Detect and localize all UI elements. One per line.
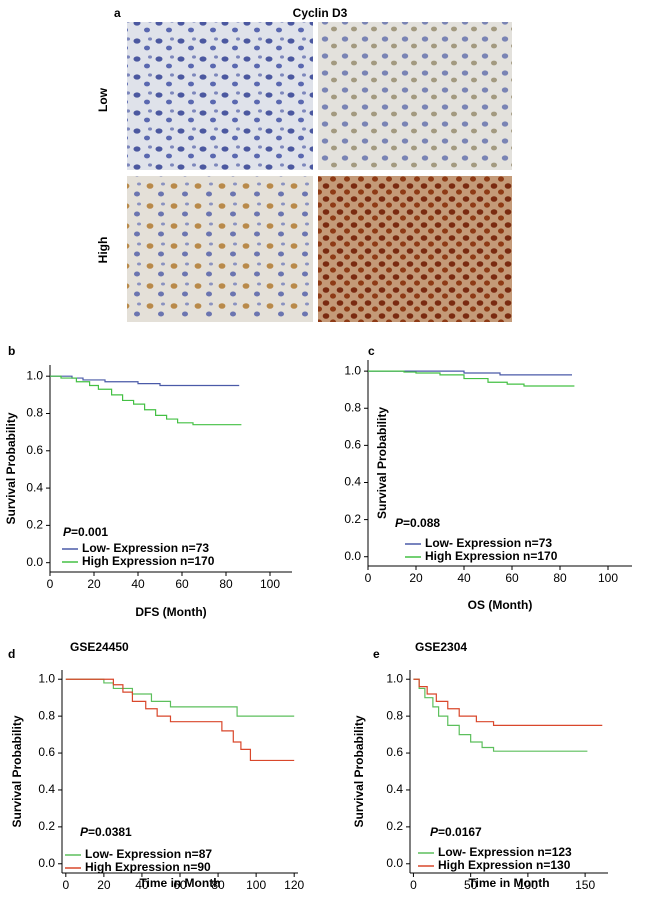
y-tick-label: 0.2 [26, 518, 43, 532]
annotation-part: P [395, 516, 404, 530]
x-tick-label: 0 [47, 577, 54, 591]
y-tick-label: 0.4 [344, 475, 361, 489]
y-tick-label: 0.2 [344, 512, 361, 526]
panel-a: a Cyclin D3 Low High [96, 6, 512, 322]
y-tick-label: 1.0 [344, 363, 361, 377]
x-tick-label: 50 [464, 878, 478, 892]
x-tick-label: 80 [219, 577, 233, 591]
y-tick-label: 0.0 [344, 549, 361, 563]
x-tick-label: 100 [246, 878, 266, 892]
annotation-part: P [430, 825, 439, 839]
x-tick-label: 150 [575, 878, 595, 892]
y-axis-label: Survival Probability [352, 715, 366, 827]
annotation-part: =0.0381 [88, 825, 132, 839]
annotation-part: P [63, 525, 72, 539]
x-axis-label: Time in Month [468, 876, 549, 890]
y-tick-label: 0.4 [26, 480, 43, 494]
legend-label: Low- Expression n=73 [425, 536, 552, 550]
annotation-part: =0.0167 [438, 825, 482, 839]
chart-title: GSE24450 [70, 640, 129, 654]
x-axis-label: Time in Month [139, 876, 220, 890]
x-tick-label: 20 [409, 571, 423, 585]
survival-curve [413, 678, 588, 752]
x-tick-label: 60 [173, 878, 187, 892]
annotation: P=0.088 [395, 516, 440, 530]
y-tick-label: 0.6 [26, 443, 43, 457]
y-tick-label: 0.8 [386, 708, 403, 722]
survival-curve [368, 370, 575, 387]
x-tick-label: 0 [62, 878, 69, 892]
panel-letter: c [368, 344, 375, 358]
y-tick-label: 0.4 [386, 782, 403, 796]
y-axis-label: Survival Probability [10, 715, 24, 827]
y-tick-label: 0.0 [38, 856, 55, 870]
y-tick-label: 1.0 [38, 671, 55, 685]
legend-label: High Expression n=130 [438, 858, 571, 872]
survival-curve [50, 375, 240, 387]
x-tick-label: 60 [505, 571, 519, 585]
micrograph [318, 176, 512, 322]
panel-letter: e [373, 647, 380, 661]
x-axis-label: DFS (Month) [135, 605, 206, 619]
x-tick-label: 100 [598, 571, 618, 585]
chart-title: GSE2304 [415, 640, 467, 654]
x-tick-label: 40 [131, 577, 145, 591]
micrograph [127, 22, 313, 170]
legend-label: Low- Expression n=73 [82, 541, 209, 555]
row-label: High [96, 237, 110, 264]
annotation-part: P [80, 825, 89, 839]
legend-label: Low- Expression n=87 [85, 847, 212, 861]
y-tick-label: 0.6 [38, 745, 55, 759]
panel-letter: d [8, 647, 15, 661]
micrograph [127, 176, 313, 322]
y-tick-label: 0.8 [344, 400, 361, 414]
x-tick-label: 40 [457, 571, 471, 585]
x-axis-label: OS (Month) [468, 598, 533, 612]
panel-title: Cyclin D3 [293, 6, 348, 20]
annotation: P=0.0167 [430, 825, 482, 839]
y-tick-label: 0.6 [344, 438, 361, 452]
y-axis-label: Survival Probability [4, 412, 18, 524]
annotation-part: =0.001 [71, 525, 108, 539]
x-tick-label: 60 [175, 577, 189, 591]
x-tick-label: 100 [518, 878, 538, 892]
survival-curve [65, 678, 295, 717]
y-tick-label: 0.0 [386, 856, 403, 870]
y-tick-label: 0.6 [386, 745, 403, 759]
x-tick-label: 120 [284, 878, 304, 892]
x-tick-label: 0 [365, 571, 372, 585]
y-tick-label: 0.4 [38, 782, 55, 796]
y-tick-label: 1.0 [386, 671, 403, 685]
survival-curve [413, 678, 603, 726]
x-tick-label: 20 [97, 878, 111, 892]
panel-letter: b [8, 344, 15, 358]
legend-label: High Expression n=90 [85, 860, 211, 874]
y-axis-label: Survival Probability [375, 407, 389, 519]
panel-letter: a [114, 6, 121, 20]
legend-label: High Expression n=170 [82, 554, 215, 568]
x-tick-label: 0 [410, 878, 417, 892]
x-tick-label: 40 [135, 878, 149, 892]
y-tick-label: 0.2 [386, 819, 403, 833]
legend-label: Low- Expression n=123 [438, 845, 572, 859]
survival-curve [50, 375, 242, 426]
y-tick-label: 0.2 [38, 819, 55, 833]
x-tick-label: 80 [211, 878, 225, 892]
x-tick-label: 20 [87, 577, 101, 591]
y-tick-label: 0.0 [26, 555, 43, 569]
survival-curve [65, 678, 295, 762]
row-label: Low [96, 87, 110, 112]
legend-label: High Expression n=170 [425, 549, 558, 563]
y-tick-label: 0.8 [26, 406, 43, 420]
micrograph [318, 22, 512, 170]
y-tick-label: 1.0 [26, 368, 43, 382]
y-tick-label: 0.8 [38, 708, 55, 722]
x-tick-label: 80 [553, 571, 567, 585]
annotation-part: =0.088 [403, 516, 440, 530]
annotation: P=0.0381 [80, 825, 132, 839]
survival-curve [368, 370, 572, 376]
annotation: P=0.001 [63, 525, 108, 539]
x-tick-label: 100 [260, 577, 280, 591]
